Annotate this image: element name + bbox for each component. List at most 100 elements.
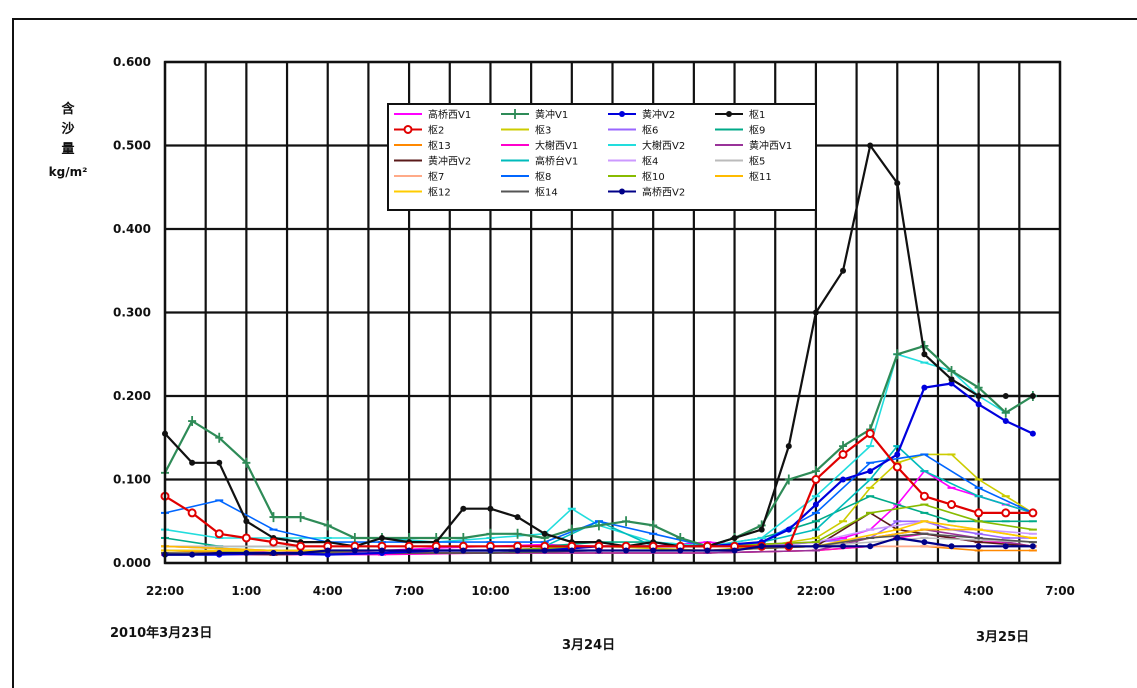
- data-point: [784, 474, 793, 485]
- date-label-start: 2010年3月23日: [110, 626, 213, 641]
- legend-item: 高桥西V2: [608, 186, 685, 199]
- data-point: [677, 547, 684, 554]
- legend-label: 枢6: [642, 124, 658, 137]
- chart-frame: [12, 18, 1137, 688]
- data-point: [567, 524, 576, 535]
- legend-label: 黄冲西V2: [428, 155, 471, 168]
- legend-marker: [403, 125, 413, 134]
- legend-item: 枢13: [394, 139, 451, 152]
- data-point: [948, 376, 955, 383]
- data-point: [1001, 407, 1010, 418]
- data-point: [568, 547, 575, 554]
- legend-label: 高桥台V1: [535, 155, 578, 168]
- y-tick-label: 0.200: [113, 389, 151, 403]
- y-tick-label: 0.600: [113, 55, 151, 69]
- data-point: [487, 505, 494, 512]
- data-point: [1029, 430, 1036, 437]
- legend-marker: [726, 111, 732, 117]
- data-point: [486, 528, 495, 539]
- x-tick-label: 7:00: [1045, 584, 1075, 598]
- data-point: [812, 501, 819, 508]
- x-tick-label: 22:00: [797, 584, 835, 598]
- data-point: [974, 382, 983, 393]
- data-point: [514, 514, 521, 521]
- series-line: [164, 344, 1034, 548]
- legend-label: 枢4: [642, 155, 658, 168]
- data-point: [188, 416, 197, 427]
- data-point: [947, 500, 957, 510]
- data-point: [378, 547, 385, 554]
- legend-item: 枢3: [501, 124, 551, 137]
- data-point: [919, 491, 929, 501]
- data-point: [894, 180, 901, 187]
- data-point: [867, 142, 874, 149]
- data-point: [975, 393, 982, 399]
- data-point: [948, 380, 955, 387]
- y-axis-label-line3: 量: [61, 142, 75, 157]
- legend-marker: [619, 188, 625, 195]
- data-point: [323, 520, 332, 531]
- legend-label: 高桥西V1: [428, 108, 471, 121]
- x-tick-label: 10:00: [471, 584, 509, 598]
- data-point: [460, 505, 467, 512]
- x-tick-label: 22:00: [146, 584, 184, 598]
- legend-item: 枢12: [394, 186, 451, 199]
- series-2: [161, 340, 1037, 552]
- legend-item: 枢5: [715, 155, 765, 168]
- data-point: [541, 547, 548, 554]
- x-tick-label: 7:00: [394, 584, 424, 598]
- data-point: [460, 547, 467, 554]
- data-point: [268, 537, 278, 547]
- data-point: [622, 516, 631, 527]
- y-axis-label-line1: 含: [61, 102, 75, 117]
- data-point: [948, 543, 955, 550]
- legend-item: 枢9: [715, 124, 765, 137]
- data-point: [1001, 508, 1011, 518]
- series-layer: [160, 142, 1038, 558]
- data-point: [1002, 543, 1009, 550]
- legend-item: 枢14: [501, 186, 558, 199]
- y-tick-label: 0.400: [113, 222, 151, 236]
- legend-label: 黄冲V2: [642, 108, 675, 121]
- legend-item: 枢8: [501, 170, 551, 183]
- legend-label: 黄冲西V1: [749, 139, 792, 152]
- data-point: [351, 547, 358, 554]
- data-point: [840, 543, 847, 550]
- data-point: [215, 432, 224, 443]
- legend-label: 枢11: [749, 170, 772, 183]
- legend-label: 枢8: [535, 170, 551, 183]
- legend-label: 枢5: [749, 155, 765, 168]
- legend-item: 大榭西V2: [608, 139, 685, 152]
- data-point: [487, 547, 494, 554]
- data-point: [676, 532, 685, 543]
- line-chart: 0.000 0.100 0.200 0.300 0.400 0.500 0.600 22:00…: [113, 55, 1075, 598]
- x-tick-label: 1:00: [231, 584, 261, 598]
- data-point: [867, 468, 874, 475]
- data-point: [947, 365, 956, 376]
- data-point: [189, 551, 196, 558]
- legend-label: 大榭西V1: [535, 139, 578, 152]
- data-point: [243, 518, 250, 525]
- x-tick-label: 16:00: [634, 584, 672, 598]
- data-point: [378, 534, 385, 541]
- data-point: [975, 401, 982, 408]
- x-tick-label: 4:00: [964, 584, 994, 598]
- legend-label: 枢9: [749, 124, 765, 137]
- data-point: [811, 466, 820, 477]
- data-point: [811, 475, 821, 484]
- data-point: [216, 549, 223, 556]
- data-point: [541, 530, 548, 537]
- data-point: [840, 267, 847, 274]
- legend-marker: [511, 109, 519, 119]
- legend-marker: [619, 111, 625, 117]
- data-point: [974, 508, 984, 518]
- data-point: [242, 457, 251, 468]
- legend-item: 黄冲V1: [501, 108, 568, 121]
- data-point: [594, 520, 603, 531]
- data-point: [892, 462, 902, 472]
- legend-item: 大榭西V1: [501, 139, 578, 152]
- data-point: [731, 547, 738, 554]
- data-point: [324, 551, 331, 558]
- data-point: [921, 384, 928, 391]
- legend-label: 枢12: [428, 186, 451, 199]
